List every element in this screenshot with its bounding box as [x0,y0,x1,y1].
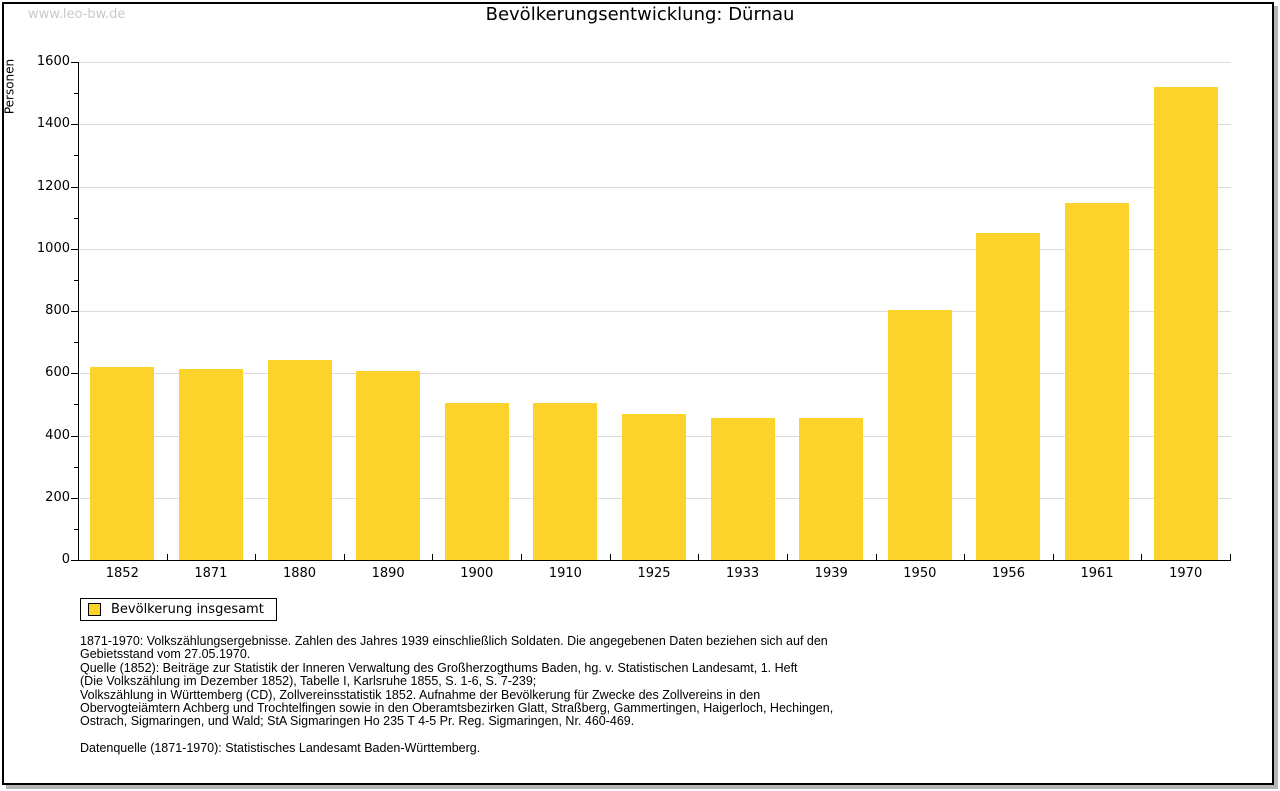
gridline [79,311,1231,312]
legend-label: Bevölkerung insgesamt [111,602,264,617]
y-tick-label: 600 [45,365,70,380]
x-tick-label: 1900 [460,566,494,581]
y-tick-label: 0 [61,552,70,567]
y-tick-label: 400 [45,428,70,443]
legend-swatch [88,603,101,616]
x-tick [1141,554,1142,560]
y-tick [71,187,78,188]
y-tick [74,467,78,468]
y-tick [74,529,78,530]
footer-line: (Die Volkszählung im Dezember 1852), Tab… [80,674,537,689]
bar [976,232,1041,560]
y-tick-label: 1400 [36,116,70,131]
y-tick [71,124,78,125]
x-tick [255,554,256,560]
gridline [79,62,1231,63]
x-tick [344,554,345,560]
footer-line: Gebietsstand vom 27.05.1970. [80,647,251,662]
x-tick-label: 1933 [726,566,760,581]
bar [887,309,952,560]
y-tick-label: 1000 [36,241,70,256]
watermark-leo-bw: www.leo-bw.de [28,7,126,22]
chart-title: Bevölkerungsentwicklung: Dürnau [485,4,795,25]
y-tick [71,311,78,312]
y-tick-label: 1200 [36,179,70,194]
x-tick [432,554,433,560]
x-tick [610,554,611,560]
footer-notes: 1871-1970: Volkszählungsergebnisse. Zahl… [80,634,920,755]
y-tick [71,498,78,499]
gridline [79,373,1231,374]
x-tick-label: 1852 [105,566,139,581]
x-tick-label: 1925 [637,566,671,581]
bar [799,417,864,560]
x-tick-label: 1950 [903,566,937,581]
x-tick [1230,554,1231,560]
bar [533,402,598,560]
footer-line: Obervogteiämtern Achberg und Trochtelfin… [80,701,834,716]
y-tick [74,155,78,156]
bar [444,402,509,560]
y-tick [71,373,78,374]
footer-line: 1871-1970: Volkszählungsergebnisse. Zahl… [80,634,828,648]
footer-line: Ostrach, Sigmaringen, und Wald; StA Sigm… [80,714,635,729]
y-tick-label: 800 [45,303,70,318]
x-tick [521,554,522,560]
x-tick-label: 1970 [1169,566,1203,581]
gridline [79,187,1231,188]
y-tick [74,342,78,343]
y-tick-label: 200 [45,490,70,505]
footer-datasource: Datenquelle (1871-1970): Statistisches L… [80,740,481,755]
x-tick [698,554,699,560]
x-tick-label: 1871 [194,566,228,581]
y-axis-label: Personen [2,58,17,115]
gridline [79,249,1231,250]
y-tick [74,93,78,94]
bar [90,367,155,560]
y-tick [74,218,78,219]
y-tick [74,280,78,281]
bar [356,371,421,560]
x-tick [876,554,877,560]
x-tick-label: 1939 [814,566,848,581]
bar [1065,203,1130,560]
y-tick [71,436,78,437]
x-tick [1053,554,1054,560]
bar [267,360,332,560]
x-tick [787,554,788,560]
bar [710,418,775,560]
x-tick [964,554,965,560]
gridline [79,124,1231,125]
bar [622,413,686,560]
x-tick-label: 1890 [371,566,405,581]
plot-area [78,62,1231,561]
y-tick-label: 1600 [36,54,70,69]
x-tick [167,554,168,560]
x-tick-label: 1910 [548,566,582,581]
bar [178,368,243,560]
y-tick [71,62,78,63]
y-tick [71,249,78,250]
y-tick [71,560,78,561]
x-tick-label: 1880 [282,566,317,581]
footer-line: Volkszählung in Württemberg (CD), Zollve… [80,687,761,702]
footer-line: Quelle (1852): Beiträge zur Statistik de… [80,660,798,675]
x-tick-label: 1956 [991,566,1025,581]
legend: Bevölkerung insgesamt [80,598,277,621]
y-tick [74,404,78,405]
x-tick-label: 1961 [1080,566,1114,581]
bar [1153,86,1218,560]
